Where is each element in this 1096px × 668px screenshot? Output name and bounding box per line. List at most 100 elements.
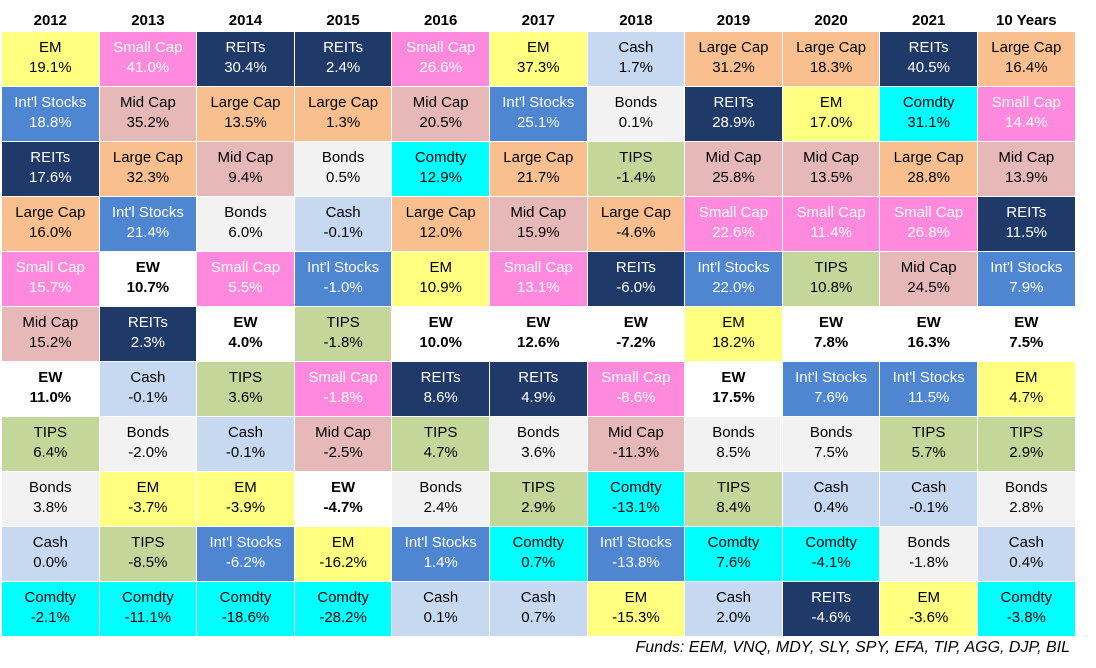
asset-cell: Cash 2.0% [685, 582, 782, 636]
asset-cell: REITs 4.9% [490, 362, 587, 416]
asset-return: 10.7% [126, 279, 170, 296]
asset-name: Cash [520, 589, 556, 606]
asset-name: Int'l Stocks [599, 534, 672, 551]
asset-cell: Small Cap 13.1% [490, 252, 587, 306]
asset-cell: Bonds 2.8% [978, 472, 1075, 526]
asset-name: EW [135, 259, 160, 276]
asset-name: EM [234, 479, 257, 496]
asset-return: 7.6% [813, 389, 849, 406]
asset-name: Comdty [512, 534, 565, 551]
asset-return: 16.0% [29, 224, 72, 241]
asset-cell: Comdty 31.1% [880, 87, 977, 141]
asset-cell: Small Cap 11.4% [782, 197, 880, 251]
asset-return: 18.3% [809, 59, 853, 76]
asset-name: Small Cap [601, 369, 671, 386]
asset-name: TIPS [716, 479, 751, 496]
asset-name: Bonds [321, 149, 365, 166]
asset-name: Comdty [805, 534, 857, 551]
asset-name: Int'l Stocks [795, 369, 868, 386]
asset-name: Mid Cap [607, 424, 664, 441]
asset-return: 1.7% [618, 59, 653, 76]
asset-cell: EM 37.3% [490, 32, 587, 86]
asset-name: Large Cap [698, 39, 769, 56]
asset-return: 5.7% [911, 444, 946, 461]
asset-cell: Bonds 3.6% [490, 417, 587, 471]
asset-name: Large Cap [308, 94, 379, 111]
asset-name: TIPS [424, 424, 458, 441]
asset-return: -3.7% [128, 499, 168, 516]
asset-name: TIPS [326, 314, 360, 331]
asset-name: Int'l Stocks [990, 259, 1063, 276]
asset-return: 11.4% [810, 224, 852, 241]
asset-cell: REITs -6.0% [587, 252, 685, 306]
asset-cell: Small Cap 26.8% [880, 197, 977, 251]
asset-return: 12.6% [517, 334, 560, 351]
asset-cell: Bonds -1.8% [880, 527, 977, 581]
asset-cell: EW 16.3% [880, 307, 977, 361]
column-header: 2013 [131, 12, 165, 29]
asset-name: Small Cap [991, 94, 1061, 111]
asset-return: 14.4% [1005, 114, 1048, 131]
asset-cell: REITs 40.5% [880, 32, 977, 86]
asset-return: 2.0% [716, 609, 751, 626]
asset-return: -6.0% [616, 279, 656, 296]
asset-cell: Large Cap 28.8% [880, 142, 977, 196]
asset-name: EM [39, 39, 62, 56]
asset-name: EW [526, 314, 551, 331]
asset-name: REITs [713, 94, 754, 111]
asset-cell: Int'l Stocks -13.8% [587, 527, 685, 581]
asset-return: 0.1% [618, 114, 653, 131]
asset-return: -7.2% [616, 334, 656, 351]
asset-return: 10.0% [419, 334, 462, 351]
asset-cell: TIPS 10.8% [782, 252, 880, 306]
asset-return: -0.1% [909, 499, 949, 516]
asset-name: Int'l Stocks [111, 204, 184, 221]
asset-name: REITs [127, 314, 168, 331]
asset-name: REITs [420, 369, 461, 386]
asset-cell: Comdty -2.1% [2, 582, 99, 636]
asset-cell: Comdty -28.2% [294, 582, 392, 636]
asset-name: Cash [130, 369, 166, 386]
asset-return: 16.3% [907, 334, 950, 351]
asset-return: -4.6% [616, 224, 656, 241]
asset-name: TIPS [619, 149, 653, 166]
asset-name: EM [136, 479, 160, 496]
asset-name: TIPS [814, 259, 848, 276]
asset-name: TIPS [912, 424, 946, 441]
asset-cell: Comdty -11.1% [99, 582, 197, 636]
asset-cell: Comdty -13.1% [587, 472, 685, 526]
asset-name: Bonds [126, 424, 170, 441]
asset-return: 31.1% [907, 114, 950, 131]
asset-return: 22.0% [712, 279, 755, 296]
asset-return: 31.2% [712, 59, 755, 76]
asset-name: EW [916, 314, 941, 331]
asset-return: 8.5% [716, 444, 751, 461]
asset-name: Comdty [1000, 589, 1053, 606]
asset-name: Small Cap [15, 259, 85, 276]
asset-cell: EM 19.1% [2, 32, 99, 86]
asset-name: EW [721, 369, 746, 386]
asset-cell: Large Cap 32.3% [99, 142, 197, 196]
asset-cell: Large Cap 21.7% [490, 142, 587, 196]
asset-return: 1.4% [423, 554, 458, 571]
asset-return: -1.8% [909, 554, 949, 571]
asset-return: 40.5% [907, 59, 950, 76]
asset-name: Large Cap [15, 204, 86, 221]
asset-cell: TIPS 2.9% [490, 472, 587, 526]
asset-cell: Comdty 7.6% [685, 527, 782, 581]
asset-cell: Large Cap 1.3% [294, 87, 392, 141]
asset-name: Large Cap [796, 39, 867, 56]
asset-name: Small Cap [698, 204, 769, 221]
asset-cell: TIPS 8.4% [685, 472, 782, 526]
asset-cell: Mid Cap -2.5% [294, 417, 392, 471]
asset-return: 25.1% [517, 114, 560, 131]
asset-name: EM [527, 39, 550, 56]
asset-name: Int'l Stocks [892, 369, 965, 386]
asset-return: 2.8% [1009, 499, 1044, 516]
asset-name: EM [722, 314, 745, 331]
asset-return: -11.3% [612, 444, 660, 461]
asset-return: 28.9% [712, 114, 755, 131]
asset-name: Large Cap [405, 204, 476, 221]
asset-name: Mid Cap [998, 149, 1055, 166]
asset-return: 7.8% [813, 334, 849, 351]
